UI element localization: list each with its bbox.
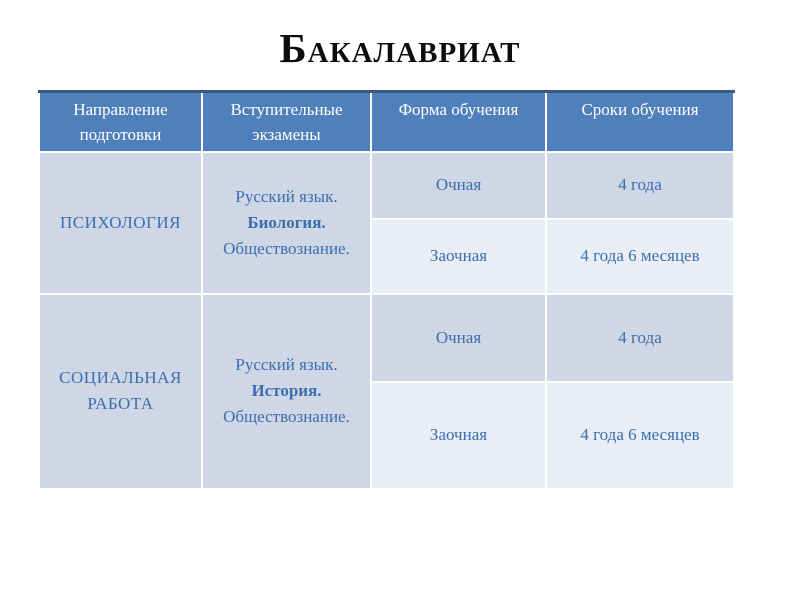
program-name-cell: СОЦИАЛЬНАЯ РАБОТА — [38, 292, 203, 490]
form-cell: Очная — [370, 150, 547, 220]
duration-cell: 4 года — [545, 292, 735, 383]
duration-cell: 4 года 6 месяцев — [545, 217, 735, 295]
table-row-psychology-part-time: Заочная 4 года 6 месяцев — [39, 217, 735, 295]
table-row-social-work-full-time: СОЦИАЛЬНАЯ РАБОТА Русский язык. История.… — [38, 292, 735, 490]
exam-line: Русский язык. — [235, 186, 338, 206]
duration-cell: 4 года 6 месяцев — [545, 380, 735, 490]
form-cell: Очная — [370, 292, 547, 383]
slide-title: Бакалавриат — [279, 25, 521, 71]
table-row-psychology-full-time: ПСИХОЛОГИЯ Русский язык. Биология. Общес… — [38, 150, 735, 295]
col-header-exams: Вступительные экзамены — [201, 90, 372, 153]
col-header-duration: Сроки обучения — [545, 90, 735, 153]
exam-line: Обществознание. — [223, 407, 350, 426]
exam-line: История. — [251, 381, 322, 400]
col-header-program: Направление подготовки — [38, 90, 203, 153]
table-header-row: Направление подготовки Вступительные экз… — [38, 90, 735, 153]
exams-cell: Русский язык. История. Обществознание. — [201, 292, 372, 490]
form-cell: Заочная — [370, 217, 547, 295]
duration-cell: 4 года — [545, 150, 735, 220]
program-name-cell: ПСИХОЛОГИЯ — [38, 150, 203, 295]
programs-table: Направление подготовки Вступительные экз… — [38, 90, 735, 490]
form-cell: Заочная — [370, 380, 547, 490]
exams-cell: Русский язык. Биология. Обществознание. — [201, 150, 372, 295]
exam-line: Обществознание. — [223, 238, 350, 258]
exam-line: Русский язык. — [235, 355, 338, 374]
table-row-social-work-part-time: Заочная 4 года 6 месяцев — [39, 380, 735, 490]
col-header-form: Форма обучения — [370, 90, 547, 153]
exam-line: Биология. — [247, 212, 326, 232]
